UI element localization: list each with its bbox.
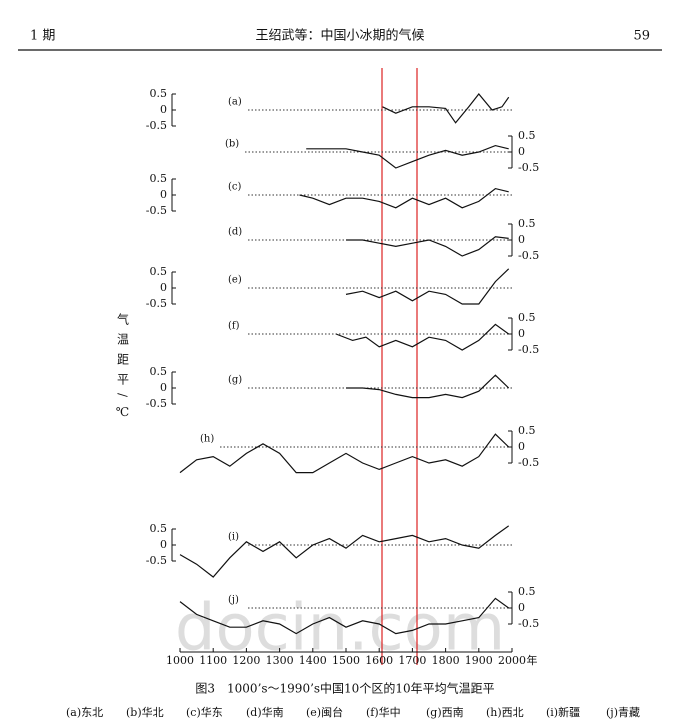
y-tick-label: 0.5 xyxy=(518,585,536,598)
temperature-curve xyxy=(306,144,509,169)
y-tick-label: 0 xyxy=(518,145,525,158)
y-tick-label: -0.5 xyxy=(146,397,167,410)
y-tick-label: -0.5 xyxy=(518,456,539,469)
x-tick-label: 1600 xyxy=(365,654,393,667)
header-title: 王绍武等：中国小冰期的气候 xyxy=(255,28,424,44)
x-axis-unit: 年 xyxy=(527,653,538,667)
x-tick-label: 1300 xyxy=(266,654,294,667)
legend-item: (h)西北 xyxy=(486,706,524,719)
y-tick-label: 0.5 xyxy=(150,87,168,100)
x-tick-label: 1100 xyxy=(199,654,227,667)
legend-item: (f)华中 xyxy=(366,705,401,719)
y-tick-label: -0.5 xyxy=(518,249,539,262)
legend-item: (a)东北 xyxy=(66,706,103,719)
y-tick-label: 0 xyxy=(518,601,525,614)
x-tick-label: 1000 xyxy=(166,654,194,667)
y-tick-label: -0.5 xyxy=(146,554,167,567)
y-tick-label: 0 xyxy=(160,281,167,294)
header-left: 1 期 xyxy=(30,29,55,44)
figure-caption: 图3 1000’s～1990’s中国10个区的10年平均气温距平 xyxy=(195,681,494,696)
temperature-curve xyxy=(346,236,509,257)
panel-label: (j) xyxy=(228,595,239,606)
temperature-curve xyxy=(335,323,510,351)
legend-item: (d)华南 xyxy=(246,705,284,719)
legend-item: (e)闽台 xyxy=(306,705,343,719)
panel-label: (c) xyxy=(228,182,242,193)
x-tick-label: 2000 xyxy=(498,654,526,667)
x-tick-label: 1800 xyxy=(432,654,460,667)
legend-item: (b)华北 xyxy=(126,705,164,719)
page-number: 59 xyxy=(633,29,650,44)
y-tick-label: 0.5 xyxy=(518,311,536,324)
y-tick-label: -0.5 xyxy=(518,343,539,356)
x-tick-label: 1400 xyxy=(299,654,327,667)
y-tick-label: 0 xyxy=(160,381,167,394)
y-tick-label: 0.5 xyxy=(150,265,168,278)
y-tick-label: 0.5 xyxy=(150,365,168,378)
y-tick-label: -0.5 xyxy=(518,617,539,630)
y-tick-label: 0.5 xyxy=(150,172,168,185)
temperature-curve xyxy=(345,268,510,305)
temperature-curve xyxy=(299,187,509,209)
panel-label: (e) xyxy=(228,275,242,286)
temperature-curve xyxy=(346,374,510,399)
y-tick-label: 0.5 xyxy=(518,424,536,437)
panel-label: (i) xyxy=(228,532,239,543)
y-tick-label: 0 xyxy=(160,103,167,116)
y-axis-label: 气温距平/℃ xyxy=(116,312,130,427)
legend-item: (c)华东 xyxy=(186,705,223,719)
x-tick-label: 1200 xyxy=(232,654,260,667)
x-tick-label: 1700 xyxy=(398,654,426,667)
y-tick-label: -0.5 xyxy=(146,119,167,132)
temperature-curve xyxy=(179,433,510,474)
y-tick-label: 0 xyxy=(518,233,525,246)
y-tick-label: 0.5 xyxy=(518,217,536,230)
panel-label: (h) xyxy=(200,434,214,445)
legend-item: (g)西南 xyxy=(426,706,464,719)
y-tick-label: 0 xyxy=(518,327,525,340)
y-tick-label: 0.5 xyxy=(518,129,536,142)
legend-item: (i)新疆 xyxy=(546,705,580,719)
panel-label: (d) xyxy=(228,227,242,238)
x-tick-label: 1500 xyxy=(332,654,360,667)
y-tick-label: -0.5 xyxy=(518,161,539,174)
y-tick-label: 0 xyxy=(518,440,525,453)
y-tick-label: 0.5 xyxy=(150,522,168,535)
panel-label: (a) xyxy=(228,97,242,108)
panel-label: (b) xyxy=(225,139,239,150)
watermark: docin.com xyxy=(175,592,505,666)
temperature-curve xyxy=(179,597,510,635)
y-tick-label: -0.5 xyxy=(146,204,167,217)
legend-item: (j)青藏 xyxy=(606,706,640,719)
temperature-curve xyxy=(382,93,510,124)
x-tick-label: 1900 xyxy=(465,654,493,667)
temperature-curve xyxy=(179,525,510,578)
panel-label: (g) xyxy=(228,375,242,386)
y-tick-label: 0 xyxy=(160,188,167,201)
y-tick-label: -0.5 xyxy=(146,297,167,310)
y-tick-label: 0 xyxy=(160,538,167,551)
panel-label: (f) xyxy=(228,321,240,332)
